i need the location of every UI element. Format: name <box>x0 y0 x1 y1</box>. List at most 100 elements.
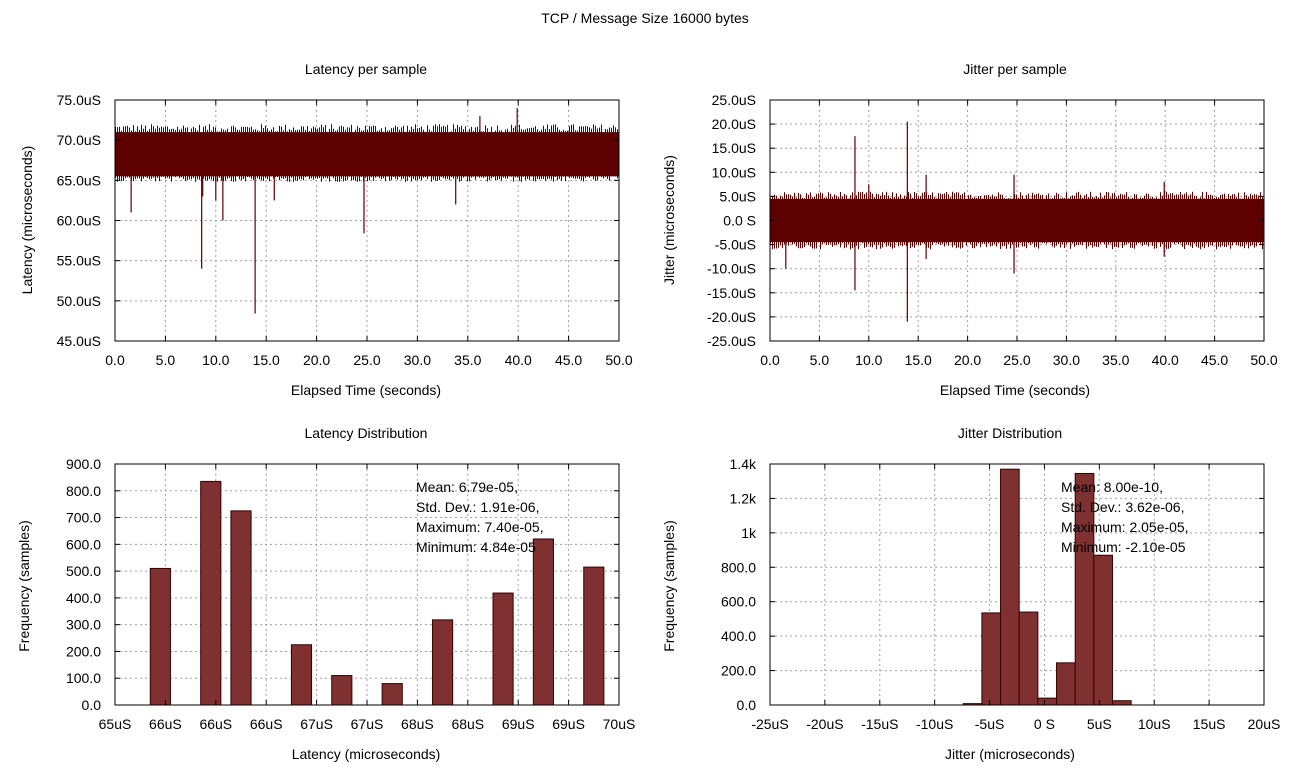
y-tick-label: 400.0 <box>66 590 101 606</box>
y-axis-label: Latency (microseconds) <box>19 146 35 295</box>
x-tick-label: 5uS <box>1087 716 1112 732</box>
chart-title: Jitter Distribution <box>958 425 1062 441</box>
histogram-bar <box>381 683 403 706</box>
y-tick-label: 600.0 <box>721 594 756 610</box>
x-axis-label: Elapsed Time (seconds) <box>291 382 441 398</box>
latency-per-sample-chart: Latency per sample Latency (microseconds… <box>19 61 633 398</box>
stat-minimum: Minimum: 4.84e-05 <box>416 539 536 555</box>
x-tick-label: 0.0 <box>760 352 780 368</box>
y-tick-label: 200.0 <box>721 663 756 679</box>
trace-noise <box>770 191 1263 250</box>
y-tick-label: 0.0 S <box>723 213 756 229</box>
y-tick-label: 1.2k <box>730 490 757 506</box>
histogram-bar <box>583 566 605 706</box>
y-tick-label: 20.0uS <box>712 116 756 132</box>
x-tick-label: 20.0 <box>954 352 981 368</box>
y-tick-label: 60.0uS <box>57 213 101 229</box>
chart-title: Jitter per sample <box>963 61 1067 77</box>
y-tick-label: 500.0 <box>66 563 101 579</box>
stats-annotation: Mean: 8.00e-10, Std. Dev.: 3.62e-06, Max… <box>1061 479 1189 555</box>
x-tick-label: 69uS <box>552 716 585 732</box>
x-tick-label: 35.0 <box>1102 352 1129 368</box>
y-tick-label: 200.0 <box>66 643 101 659</box>
histogram-bar <box>331 675 353 706</box>
x-tick-label: 10.0 <box>202 352 229 368</box>
x-tick-label: 65uS <box>99 716 132 732</box>
y-tick-label: 0.0 <box>737 697 757 713</box>
histogram-bar <box>1112 700 1132 706</box>
x-tick-label: 25.0 <box>353 352 380 368</box>
x-tick-label: 15.0 <box>905 352 932 368</box>
y-tick-label: 25.0uS <box>712 92 756 108</box>
histogram-bar <box>1093 554 1114 706</box>
y-tick-label: 15.0uS <box>712 140 756 156</box>
x-tick-label: 30.0 <box>1053 352 1080 368</box>
x-tick-label: 68uS <box>451 716 484 732</box>
x-tick-label: 15uS <box>1193 716 1226 732</box>
y-axis-label: Jitter (microseconds) <box>661 155 677 285</box>
y-tick-label: 900.0 <box>66 456 101 472</box>
stat-minimum: Minimum: -2.10e-05 <box>1061 539 1186 555</box>
plot-area: 0.0 5.0 10.0 15.0 20.0 25.0 30.0 35.0 40.0 45.0 50… <box>707 92 1278 368</box>
y-axis-label: Frequency (samples) <box>661 520 677 652</box>
x-tick-label: 10uS <box>1138 716 1171 732</box>
y-tick-label: 400.0 <box>721 628 756 644</box>
x-tick-label: 70uS <box>603 716 636 732</box>
y-tick-label: 1k <box>741 525 757 541</box>
x-tick-label: 45.0 <box>1201 352 1228 368</box>
y-tick-label: 55.0uS <box>57 253 101 269</box>
histogram-bar <box>1037 697 1058 706</box>
x-tick-label: -25uS <box>751 716 788 732</box>
histogram-bar <box>981 612 1002 706</box>
y-tick-label: 800.0 <box>66 483 101 499</box>
stat-std-dev: Std. Dev.: 3.62e-06, <box>1061 499 1184 515</box>
stat-mean: Mean: 6.79e-05, <box>416 479 518 495</box>
x-tick-label: 35.0 <box>454 352 481 368</box>
plot-frame <box>769 463 1265 706</box>
x-tick-label: 20uS <box>1248 716 1281 732</box>
x-tick-label: 66uS <box>149 716 182 732</box>
y-tick-label: 70.0uS <box>57 132 101 148</box>
plot-area: 0.0 5.0 10.0 15.0 20.0 25.0 30.0 35.0 40.0 45.0 50… <box>57 92 633 368</box>
x-axis-label: Elapsed Time (seconds) <box>940 382 1090 398</box>
y-axis-label: Frequency (samples) <box>16 520 32 652</box>
y-tick-label: -5.0uS <box>715 237 756 253</box>
y-tick-label: -10.0uS <box>707 261 756 277</box>
x-tick-label: 66uS <box>250 716 283 732</box>
x-tick-label: -15uS <box>861 716 898 732</box>
x-tick-label: 0 S <box>1034 716 1055 732</box>
y-tick-label: 65.0uS <box>57 172 101 188</box>
x-tick-label: 50.0 <box>605 352 632 368</box>
plot-area: 65uS 66uS 66uS 66uS 67uS 67uS 68uS 68uS 69uS 69uS… <box>66 456 635 732</box>
y-tick-label: 800.0 <box>721 559 756 575</box>
latency-distribution-chart: Latency Distribution Frequency (samples)… <box>16 425 635 762</box>
x-tick-label: 45.0 <box>555 352 582 368</box>
x-tick-label: 15.0 <box>253 352 280 368</box>
y-tick-label: 100.0 <box>66 670 101 686</box>
histogram-bar <box>1018 611 1039 706</box>
x-tick-label: -10uS <box>916 716 953 732</box>
y-tick-label: 75.0uS <box>57 92 101 108</box>
x-tick-label: 5.0 <box>810 352 830 368</box>
jitter-distribution-chart: Jitter Distribution Frequency (samples) … <box>661 425 1280 762</box>
histogram-bar <box>532 538 554 706</box>
x-tick-label: 69uS <box>502 716 535 732</box>
histogram-bar <box>230 510 252 706</box>
x-tick-label: 0.0 <box>105 352 125 368</box>
jitter-per-sample-chart: Jitter per sample Jitter (microseconds) … <box>661 61 1278 398</box>
y-tick-label: 1.4k <box>730 456 757 472</box>
x-tick-label: -5uS <box>975 716 1005 732</box>
histogram-bar <box>149 567 171 706</box>
stats-annotation: Mean: 6.79e-05, Std. Dev.: 1.91e-06, Max… <box>416 479 544 555</box>
plot-area: -25uS -20uS -15uS -10uS -5uS 0 S 5uS 10uS 15uS 20… <box>721 456 1280 732</box>
histogram-bar <box>1000 468 1020 706</box>
x-tick-label: 67uS <box>300 716 333 732</box>
histogram-bar <box>432 619 454 706</box>
x-tick-label: 5.0 <box>156 352 176 368</box>
x-tick-label: 30.0 <box>404 352 431 368</box>
stat-mean: Mean: 8.00e-10, <box>1061 479 1163 495</box>
histogram-bar <box>200 480 222 706</box>
y-tick-label: 0.0 <box>82 697 102 713</box>
y-tick-label: -20.0uS <box>707 309 756 325</box>
histogram-bar <box>492 592 514 706</box>
